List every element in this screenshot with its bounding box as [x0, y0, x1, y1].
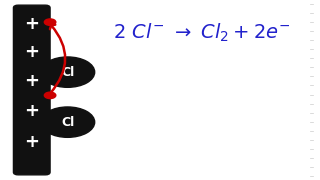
Text: Cl: Cl [61, 116, 74, 129]
Text: +: + [24, 133, 39, 151]
Text: $\mathit{2\ Cl^{-}\ \rightarrow\ Cl_{2}+2e^{-}}$: $\mathit{2\ Cl^{-}\ \rightarrow\ Cl_{2}+… [113, 22, 290, 44]
Circle shape [41, 107, 95, 137]
Text: +: + [24, 15, 39, 33]
Text: +: + [24, 72, 39, 90]
Circle shape [44, 19, 56, 25]
FancyBboxPatch shape [13, 5, 50, 175]
Text: Cl: Cl [61, 66, 74, 79]
Text: +: + [24, 44, 39, 62]
Circle shape [41, 57, 95, 87]
Text: +: + [24, 102, 39, 120]
Circle shape [44, 92, 56, 99]
